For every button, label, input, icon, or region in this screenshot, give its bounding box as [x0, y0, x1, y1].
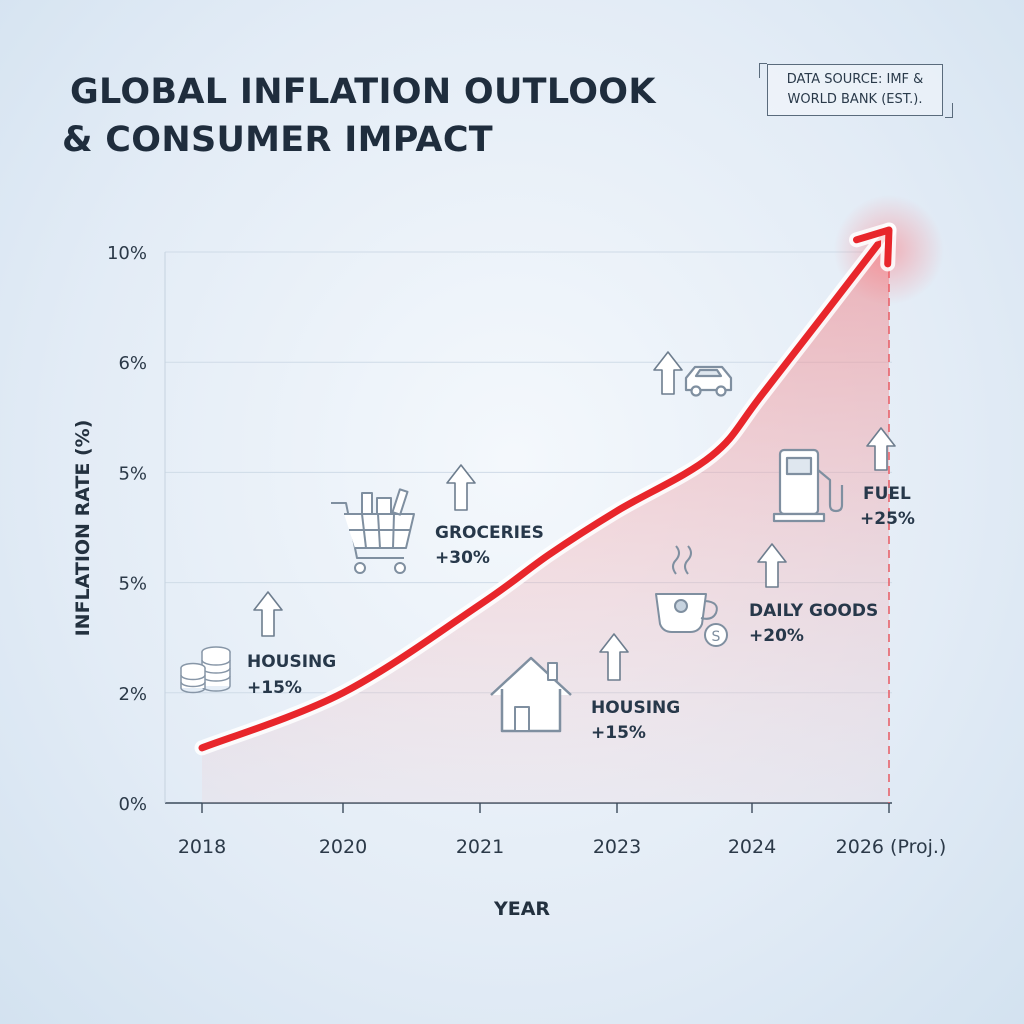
x-tick-label: 2023 — [593, 836, 641, 858]
up-arrow-icon — [446, 464, 476, 511]
annotation-label-fuel: FUEL — [863, 484, 911, 504]
y-axis-label: INFLATION RATE (%) — [72, 420, 94, 637]
annotation-value-groceries: +30% — [435, 548, 490, 568]
annotation-value-housing-1: +15% — [247, 678, 302, 698]
x-tick-label: 2024 — [728, 836, 776, 858]
up-arrow-icon — [253, 591, 283, 637]
x-axis-label: YEAR — [493, 898, 550, 920]
annotation-label-housing-1: HOUSING — [247, 652, 336, 672]
up-arrow-icon — [757, 543, 787, 588]
y-tick-label: 5% — [118, 574, 147, 595]
chart-title: GLOBAL INFLATION OUTLOOK & CONSUMER IMPA… — [62, 68, 656, 164]
source-bracket-top-left — [759, 63, 767, 78]
annotation-value-daily-goods: +20% — [749, 626, 804, 646]
car-icon — [684, 365, 733, 397]
x-tick-label: 2018 — [178, 836, 226, 858]
y-tick-label: 0% — [118, 794, 147, 815]
fuel-pump-icon — [772, 448, 844, 523]
coins-icon — [180, 646, 231, 694]
annotation-label-daily-goods: DAILY GOODS — [749, 601, 878, 621]
series-area-fill — [202, 230, 889, 803]
source-line2: WORLD BANK (EST.). — [787, 92, 923, 107]
chart-title-line1: GLOBAL INFLATION OUTLOOK — [70, 72, 656, 112]
data-point — [479, 603, 481, 606]
x-axis-ticks: 2018 2020 2021 2023 2024 2026 (Proj.) — [178, 803, 947, 858]
up-arrow-icon — [599, 633, 629, 681]
data-point — [547, 554, 550, 556]
annotation-label-housing-2: HOUSING — [591, 698, 680, 718]
x-tick-label: 2026 (Proj.) — [836, 836, 947, 858]
up-arrow-icon — [653, 351, 683, 395]
source-bracket-bottom-right — [945, 103, 953, 118]
data-point — [888, 229, 890, 231]
chart-title-line2: & CONSUMER IMPACT — [62, 120, 493, 160]
y-tick-label: 10% — [107, 243, 147, 264]
data-point — [201, 747, 203, 749]
data-point — [616, 510, 618, 512]
x-tick-label: 2021 — [456, 836, 504, 858]
up-arrow-icon — [866, 427, 896, 471]
y-tick-label: 2% — [118, 684, 147, 705]
x-tick-label: 2020 — [319, 836, 367, 858]
y-axis-ticks: 0% 2% 5% 5% 6% 10% — [107, 243, 147, 815]
annotation-value-housing-2: +15% — [591, 723, 646, 743]
y-tick-label: 5% — [118, 463, 147, 484]
data-point — [710, 455, 713, 457]
data-point — [342, 692, 344, 694]
data-point — [764, 389, 767, 391]
data-source-box: DATA SOURCE: IMF & WORLD BANK (EST.). — [759, 63, 953, 118]
coffee-cup-icon: S — [655, 545, 728, 647]
source-line1: DATA SOURCE: IMF & — [786, 72, 924, 87]
annotation-label-groceries: GROCERIES — [435, 523, 544, 543]
annotation-value-fuel: +25% — [860, 509, 915, 529]
y-tick-label: 6% — [118, 353, 147, 374]
house-icon — [490, 656, 572, 733]
svg-text:S: S — [712, 629, 721, 645]
series-points — [201, 229, 890, 749]
shopping-cart-icon — [331, 488, 415, 574]
